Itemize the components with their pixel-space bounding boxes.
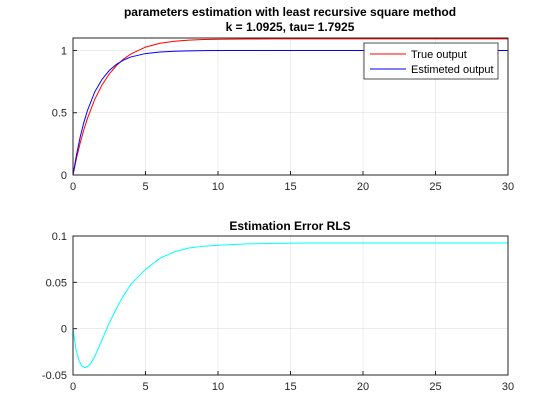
top-title-line-1: parameters estimation with least recursi… — [124, 5, 456, 19]
legend-box — [363, 42, 499, 80]
legend-label-true-output: True output — [411, 49, 467, 61]
bottom-y-tick-label: 0.1 — [52, 231, 67, 243]
top-subplot: 0 5 10 15 20 25 30 0 0.5 1 parameters estimation … — [52, 5, 514, 193]
top-title-line-2: k = 1.0925, tau= 1.7925 — [226, 20, 355, 34]
top-x-tick-label: 0 — [70, 181, 76, 193]
top-ticks: 0 5 10 15 20 25 30 0 0.5 1 — [52, 45, 514, 193]
top-x-tick-label: 15 — [284, 181, 296, 193]
bottom-y-tick-label: 0.05 — [46, 277, 67, 289]
top-x-tick-label: 25 — [429, 181, 441, 193]
bottom-x-tick-label: 20 — [357, 381, 369, 393]
bottom-x-tick-label: 5 — [142, 381, 148, 393]
bottom-x-tick-label: 15 — [284, 381, 296, 393]
top-x-tick-label: 20 — [357, 181, 369, 193]
top-y-tick-label: 1 — [61, 45, 67, 57]
legend: True output Estimeted output — [363, 42, 499, 80]
series-line-estimation-error — [72, 242, 508, 369]
top-x-tick-label: 30 — [502, 181, 514, 193]
bottom-x-tick-label: 30 — [502, 381, 514, 393]
top-y-tick-label: 0.5 — [52, 108, 67, 120]
top-x-tick-label: 5 — [142, 181, 148, 193]
legend-label-estimated-output: Estimeted output — [411, 64, 494, 76]
bottom-title: Estimation Error RLS — [229, 219, 350, 233]
series-line-true-output — [72, 38, 508, 176]
bottom-y-tick-label: 0 — [61, 324, 67, 336]
bottom-x-tick-label: 0 — [70, 381, 76, 393]
bottom-x-tick-label: 25 — [429, 381, 441, 393]
bottom-x-tick-label: 10 — [212, 381, 224, 393]
bottom-series — [72, 242, 508, 369]
top-y-tick-label: 0 — [61, 170, 67, 182]
bottom-y-tick-label: -0.05 — [42, 370, 67, 382]
top-x-tick-label: 10 — [212, 181, 224, 193]
